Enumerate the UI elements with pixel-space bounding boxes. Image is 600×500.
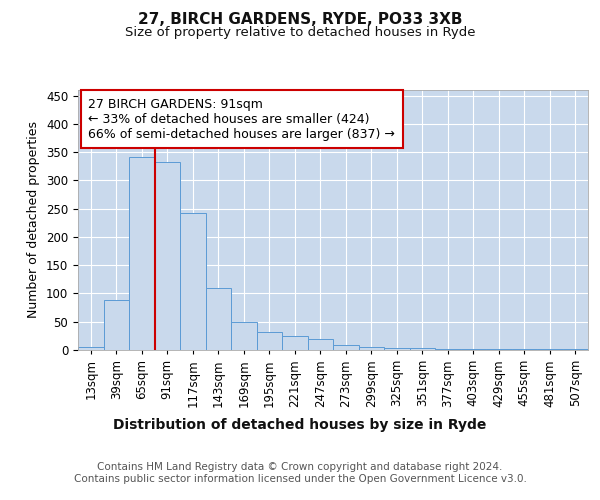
Text: Distribution of detached houses by size in Ryde: Distribution of detached houses by size …: [113, 418, 487, 432]
Text: 27, BIRCH GARDENS, RYDE, PO33 3XB: 27, BIRCH GARDENS, RYDE, PO33 3XB: [138, 12, 462, 28]
Bar: [435, 349, 461, 350]
Bar: [104, 300, 129, 350]
Bar: [333, 345, 359, 350]
Bar: [155, 162, 180, 350]
Text: Size of property relative to detached houses in Ryde: Size of property relative to detached ho…: [125, 26, 475, 39]
Y-axis label: Number of detached properties: Number of detached properties: [28, 122, 40, 318]
Bar: [205, 288, 231, 350]
Bar: [257, 332, 282, 350]
Bar: [384, 348, 409, 350]
Bar: [359, 347, 384, 350]
Bar: [231, 322, 257, 350]
Text: 27 BIRCH GARDENS: 91sqm
← 33% of detached houses are smaller (424)
66% of semi-d: 27 BIRCH GARDENS: 91sqm ← 33% of detache…: [88, 98, 395, 141]
Bar: [180, 212, 205, 350]
Text: Contains HM Land Registry data © Crown copyright and database right 2024.
Contai: Contains HM Land Registry data © Crown c…: [74, 462, 526, 484]
Bar: [78, 347, 104, 350]
Bar: [308, 340, 333, 350]
Bar: [129, 156, 155, 350]
Bar: [282, 336, 308, 350]
Bar: [409, 348, 435, 350]
